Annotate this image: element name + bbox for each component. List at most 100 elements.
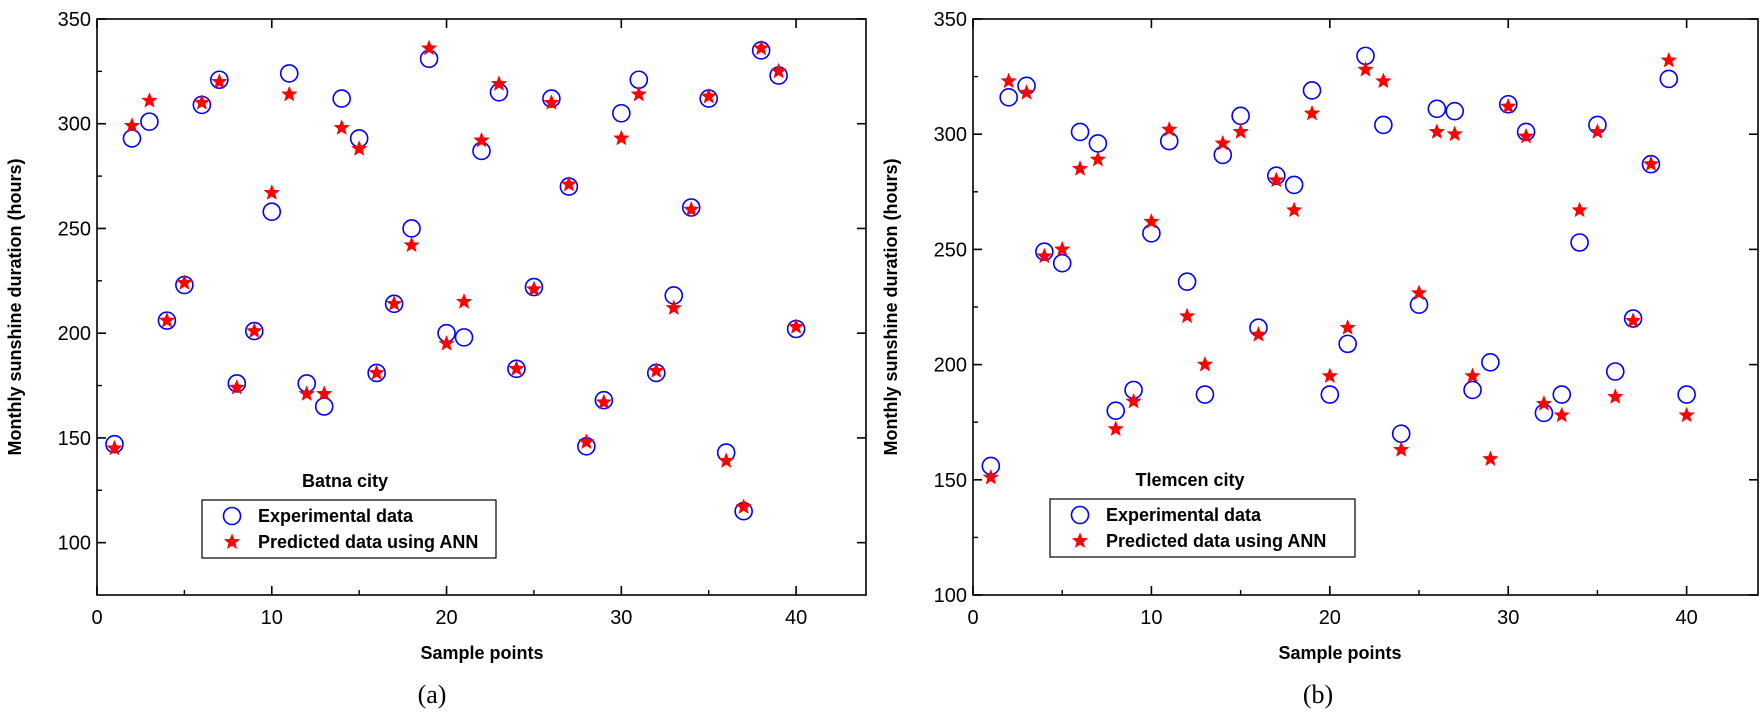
data-point-predicted xyxy=(665,299,683,316)
data-point-experimental xyxy=(1481,352,1500,372)
plot-frame xyxy=(96,18,867,596)
data-point-predicted xyxy=(1517,127,1535,144)
x-tick-label: 40 xyxy=(785,607,807,629)
y-tick-label: 300 xyxy=(934,124,967,146)
data-point-predicted xyxy=(1499,97,1517,114)
data-point-predicted xyxy=(1196,355,1214,372)
data-point-predicted xyxy=(1446,125,1463,142)
data-point-predicted xyxy=(1125,392,1142,409)
data-point-experimental xyxy=(1302,81,1322,100)
x-tick-label: 0 xyxy=(91,607,102,629)
y-tick-label: 350 xyxy=(934,9,967,31)
data-point-predicted xyxy=(368,364,385,381)
data-point-predicted xyxy=(560,175,578,192)
y-tick-label: 350 xyxy=(58,9,91,31)
data-point-experimental xyxy=(1052,253,1072,273)
data-point-predicted xyxy=(315,385,333,401)
data-point-predicted xyxy=(1464,367,1481,384)
data-point-predicted xyxy=(280,85,298,102)
data-point-experimental xyxy=(681,198,701,217)
x-tick-label: 10 xyxy=(261,607,283,629)
data-point-predicted xyxy=(228,378,246,395)
data-point-predicted xyxy=(1410,284,1428,301)
data-point-predicted xyxy=(1107,420,1125,437)
data-point-experimental xyxy=(262,202,282,221)
data-point-predicted xyxy=(158,311,176,328)
data-point-predicted xyxy=(1250,325,1267,342)
data-point-predicted xyxy=(1285,201,1303,218)
data-point-predicted xyxy=(385,295,403,311)
x-tick-label: 20 xyxy=(435,607,457,629)
data-point-experimental xyxy=(210,70,229,90)
data-point-predicted xyxy=(420,39,438,56)
data-point-predicted xyxy=(1000,72,1017,89)
data-point-predicted xyxy=(176,274,193,290)
data-point-predicted xyxy=(455,293,473,309)
legend: Experimental data Predicted data using AN… xyxy=(201,499,497,559)
data-point-predicted xyxy=(525,280,543,297)
x-tick-label: 30 xyxy=(1497,607,1519,629)
data-point-experimental xyxy=(1445,101,1465,121)
data-point-experimental xyxy=(594,390,614,410)
legend: Experimental data Predicted data using AN… xyxy=(1049,498,1356,558)
city-annotation: Tlemcen city xyxy=(1135,470,1244,490)
data-point-experimental xyxy=(1035,242,1054,262)
y-tick-label: 100 xyxy=(58,533,91,555)
data-point-predicted xyxy=(630,85,648,102)
data-point-experimental xyxy=(1195,385,1215,404)
series-experimental xyxy=(105,41,806,521)
legend-box xyxy=(1049,498,1356,558)
data-point-predicted xyxy=(717,452,735,468)
legend-label: Experimental data xyxy=(258,506,414,526)
data-point-predicted xyxy=(647,362,665,378)
y-tick-label: 200 xyxy=(934,355,967,377)
y-tick-label: 250 xyxy=(934,239,967,261)
data-point-predicted xyxy=(193,94,211,110)
data-point-experimental xyxy=(524,277,544,297)
data-point-predicted xyxy=(298,385,316,401)
data-point-experimental xyxy=(454,328,474,347)
data-point-experimental xyxy=(1570,233,1589,252)
data-point-experimental xyxy=(1070,122,1090,142)
data-point-predicted xyxy=(1018,84,1035,100)
data-point-experimental xyxy=(314,397,334,416)
data-point-predicted xyxy=(333,119,350,135)
data-point-experimental xyxy=(140,112,159,131)
data-point-experimental xyxy=(1374,115,1393,135)
y-tick-label: 300 xyxy=(58,114,91,136)
series-predicted xyxy=(106,39,805,515)
data-point-experimental xyxy=(227,374,247,393)
data-point-experimental xyxy=(542,89,561,108)
data-point-experimental xyxy=(1427,99,1447,119)
data-point-experimental xyxy=(1266,166,1286,185)
data-point-predicted xyxy=(246,322,263,339)
data-point-predicted xyxy=(1160,120,1178,137)
y-tick-label: 250 xyxy=(58,218,91,240)
data-point-predicted xyxy=(1071,160,1089,176)
chart-panel-a: 0 10 20 30 40 100 150 200 250 300 350 Sample points… xyxy=(5,9,867,709)
data-point-predicted xyxy=(1375,72,1392,89)
data-point-predicted xyxy=(211,73,228,89)
data-point-predicted xyxy=(1428,123,1446,139)
data-point-predicted xyxy=(682,200,700,217)
data-point-predicted xyxy=(770,62,787,79)
data-point-experimental xyxy=(105,434,124,454)
data-point-predicted xyxy=(263,184,281,200)
data-point-predicted xyxy=(438,334,455,351)
x-axis-title: Sample points xyxy=(420,643,543,663)
data-point-predicted xyxy=(123,117,141,133)
data-point-predicted xyxy=(1214,134,1232,151)
x-tick-label: 40 xyxy=(1676,607,1698,629)
series-predicted xyxy=(982,51,1695,485)
data-point-predicted xyxy=(1678,406,1695,423)
data-point-predicted xyxy=(1089,150,1107,167)
data-point-predicted xyxy=(1339,319,1356,335)
data-point-experimental xyxy=(1677,385,1696,404)
x-tick-label: 10 xyxy=(1140,607,1162,629)
data-point-predicted xyxy=(1571,201,1588,218)
data-point-experimental xyxy=(1552,385,1572,404)
data-point-experimental xyxy=(1338,334,1357,354)
data-point-predicted xyxy=(1392,441,1410,457)
data-point-experimental xyxy=(1463,380,1482,400)
